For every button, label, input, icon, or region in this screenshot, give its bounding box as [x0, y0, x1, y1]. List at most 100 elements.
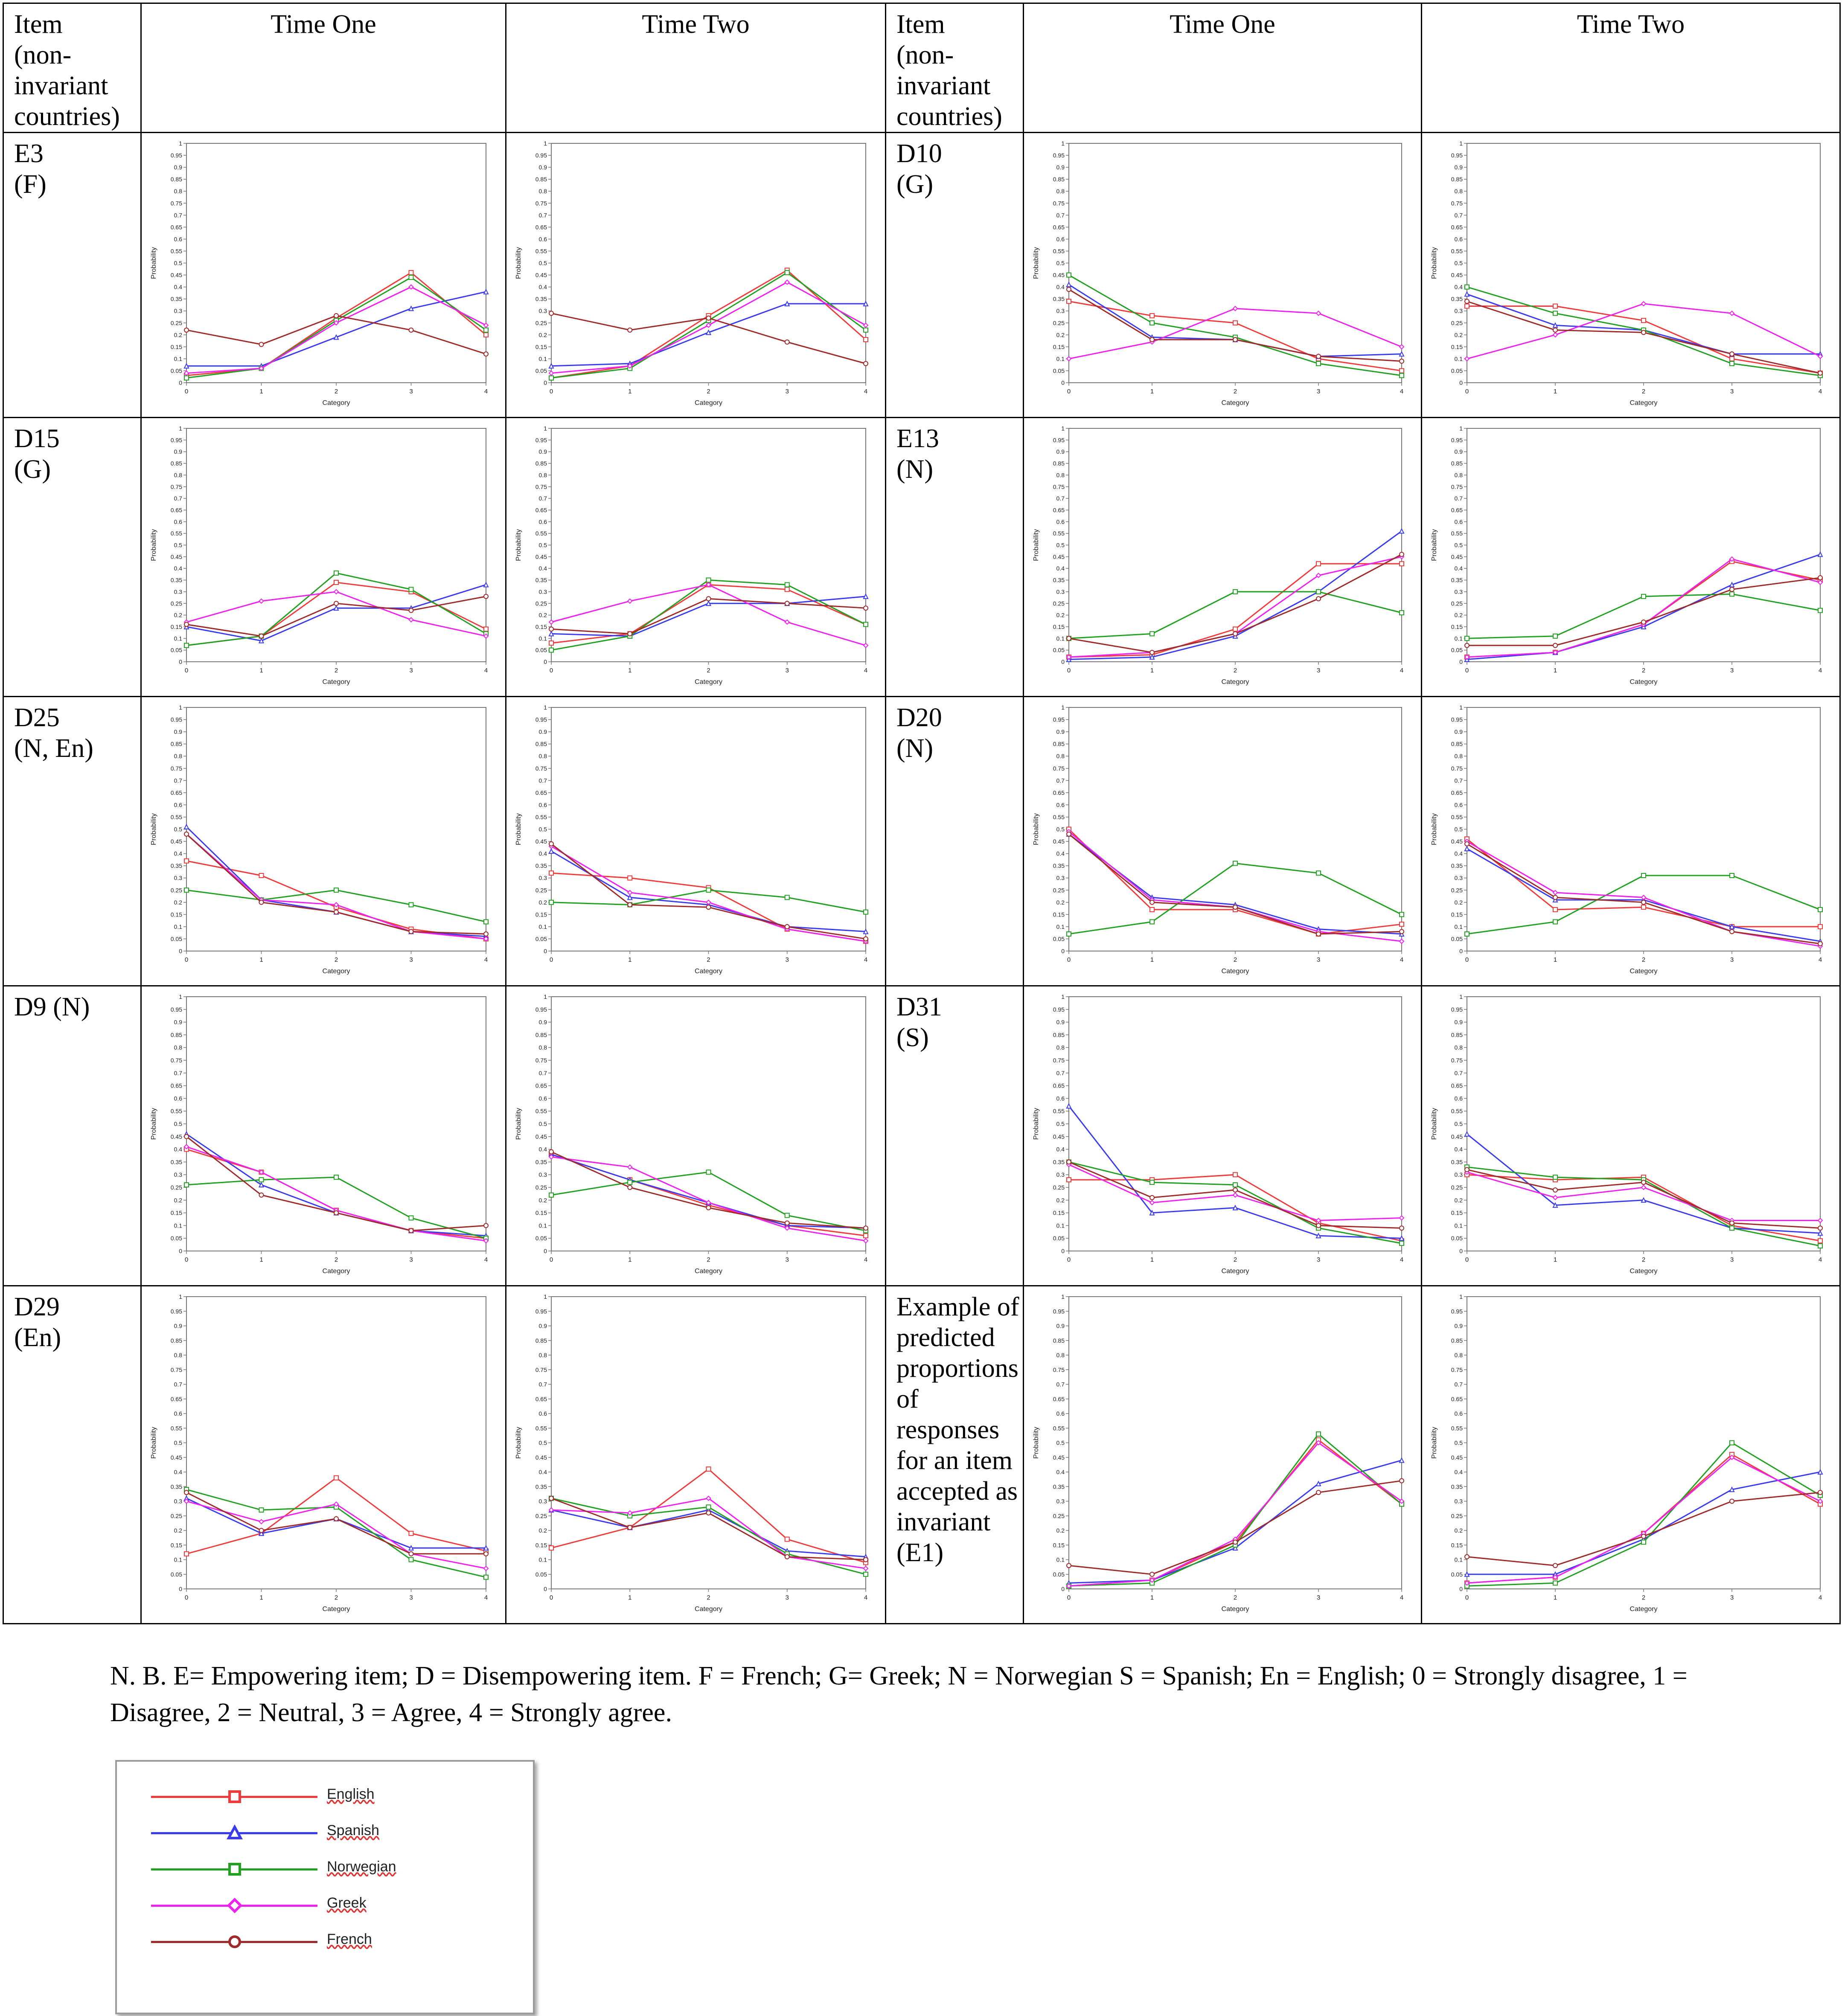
data-point: [184, 887, 189, 893]
y-tick-label: 0.75: [1053, 765, 1065, 772]
y-tick-label: 0.55: [1053, 1425, 1065, 1431]
data-point: [1399, 1478, 1404, 1484]
y-tick-label: 0.2: [1455, 332, 1463, 338]
data-point: [1316, 1489, 1321, 1495]
y-tick-label: 0.75: [1451, 483, 1463, 490]
data-point: [483, 288, 489, 294]
data-point: [1729, 361, 1734, 367]
data-point: [408, 305, 414, 311]
data-point: [548, 1154, 554, 1160]
y-tick-label: 0.75: [535, 1366, 547, 1373]
y-tick-label: 0: [179, 379, 182, 386]
data-point: [184, 622, 189, 627]
x-tick-label: 1: [1150, 956, 1154, 963]
x-tick-label: 4: [864, 1256, 867, 1263]
x-tick-label: 2: [1234, 388, 1237, 395]
y-tick-label: 0.9: [1056, 728, 1065, 735]
data-point: [1553, 919, 1558, 925]
y-tick-label: 0.7: [1455, 777, 1463, 784]
chart-e3-time-two: 0 0.05 0.1 0.15 0.2 0.25 0.3 0.35 0.4 0.45 0.5 0.55…: [515, 140, 869, 407]
data-point: [1552, 322, 1558, 328]
y-tick-label: 0.35: [1053, 1158, 1065, 1165]
data-point: [1464, 303, 1470, 309]
data-point: [1399, 929, 1404, 934]
data-point: [258, 1181, 265, 1188]
series-french: [549, 596, 868, 637]
data-point: [408, 1545, 414, 1551]
data-point: [1066, 272, 1071, 278]
data-point: [1233, 905, 1238, 910]
y-tick-label: 0.8: [174, 753, 183, 759]
series-french: [549, 1495, 868, 1562]
data-point: [483, 1238, 489, 1244]
y-tick-label: 0.9: [174, 728, 183, 735]
chart-d31-time-one: 0 0.05 0.1 0.15 0.2 0.25 0.3 0.35 0.4 0.45 0.5 0.55…: [1033, 993, 1405, 1275]
data-point: [259, 598, 264, 604]
data-point: [1817, 551, 1823, 557]
data-point: [784, 582, 790, 588]
data-point: [1553, 643, 1558, 648]
data-point: [184, 858, 189, 864]
y-tick-label: 0.3: [174, 308, 183, 314]
x-tick-label: 0: [185, 388, 188, 395]
y-tick-label: 0.4: [1455, 284, 1463, 291]
data-point: [334, 601, 339, 606]
x-tick-label: 2: [1642, 1594, 1645, 1601]
data-point: [259, 365, 264, 371]
series-norwegian: [1464, 591, 1823, 641]
y-tick-label: 0.2: [1056, 332, 1065, 338]
data-point: [1316, 354, 1321, 359]
data-point: [1729, 587, 1734, 592]
y-tick-label: 0.25: [171, 600, 182, 607]
data-point: [549, 626, 554, 632]
y-tick-label: 0.65: [1451, 1396, 1463, 1402]
y-tick-label: 0.7: [174, 1381, 183, 1388]
plot-area: [1467, 143, 1821, 383]
y-tick-label: 0.25: [171, 1513, 182, 1519]
chart-d9-time-two: 0 0.05 0.1 0.15 0.2 0.25 0.3 0.35 0.4 0.45 0.5 0.55…: [515, 993, 869, 1275]
y-tick-label: 0.65: [1451, 1082, 1463, 1089]
y-tick-label: 0.75: [535, 765, 547, 772]
data-point: [333, 605, 339, 611]
x-tick-label: 3: [1317, 388, 1320, 395]
data-point: [863, 1557, 868, 1562]
series-french: [184, 593, 489, 639]
y-tick-label: 0.45: [1451, 1133, 1463, 1140]
x-tick-label: 3: [409, 667, 413, 674]
data-point: [1464, 841, 1470, 847]
data-point: [548, 631, 554, 637]
y-tick-label: 0.85: [1053, 176, 1065, 183]
data-point: [1316, 596, 1321, 602]
data-point: [1729, 1455, 1735, 1460]
y-tick-label: 0.65: [1053, 1396, 1065, 1402]
y-tick-label: 0.7: [539, 1381, 547, 1388]
data-point: [627, 327, 633, 333]
y-tick-label: 0.15: [171, 1210, 182, 1216]
y-tick-label: 0.6: [174, 1095, 183, 1102]
y-tick-label: 0.85: [1451, 460, 1463, 467]
y-axis-label: Probability: [150, 247, 157, 279]
data-point: [627, 1510, 633, 1516]
y-tick-label: 1: [179, 993, 182, 1000]
y-tick-label: 0.85: [535, 1031, 547, 1038]
data-point: [183, 370, 189, 376]
series-french: [1066, 552, 1404, 655]
y-tick-label: 0.25: [1053, 1184, 1065, 1191]
y-tick-label: 0.8: [1455, 753, 1463, 759]
y-tick-label: 0.25: [1451, 320, 1463, 326]
y-tick-label: 0.3: [174, 875, 183, 881]
data-point: [627, 631, 633, 637]
item-label-d25: D25 (N, En): [14, 703, 93, 763]
x-tick-label: 1: [1150, 667, 1154, 674]
data-point: [548, 619, 554, 625]
data-point: [1066, 636, 1071, 641]
data-point: [1464, 291, 1470, 297]
x-tick-label: 4: [1819, 388, 1822, 395]
y-tick-label: 0.4: [174, 1146, 183, 1153]
y-tick-label: 0.55: [535, 1425, 547, 1431]
y-tick-label: 0: [1459, 658, 1463, 665]
y-tick-label: 0.7: [1056, 1381, 1065, 1388]
data-point: [259, 633, 264, 639]
data-point: [483, 582, 489, 588]
data-point: [408, 929, 414, 934]
